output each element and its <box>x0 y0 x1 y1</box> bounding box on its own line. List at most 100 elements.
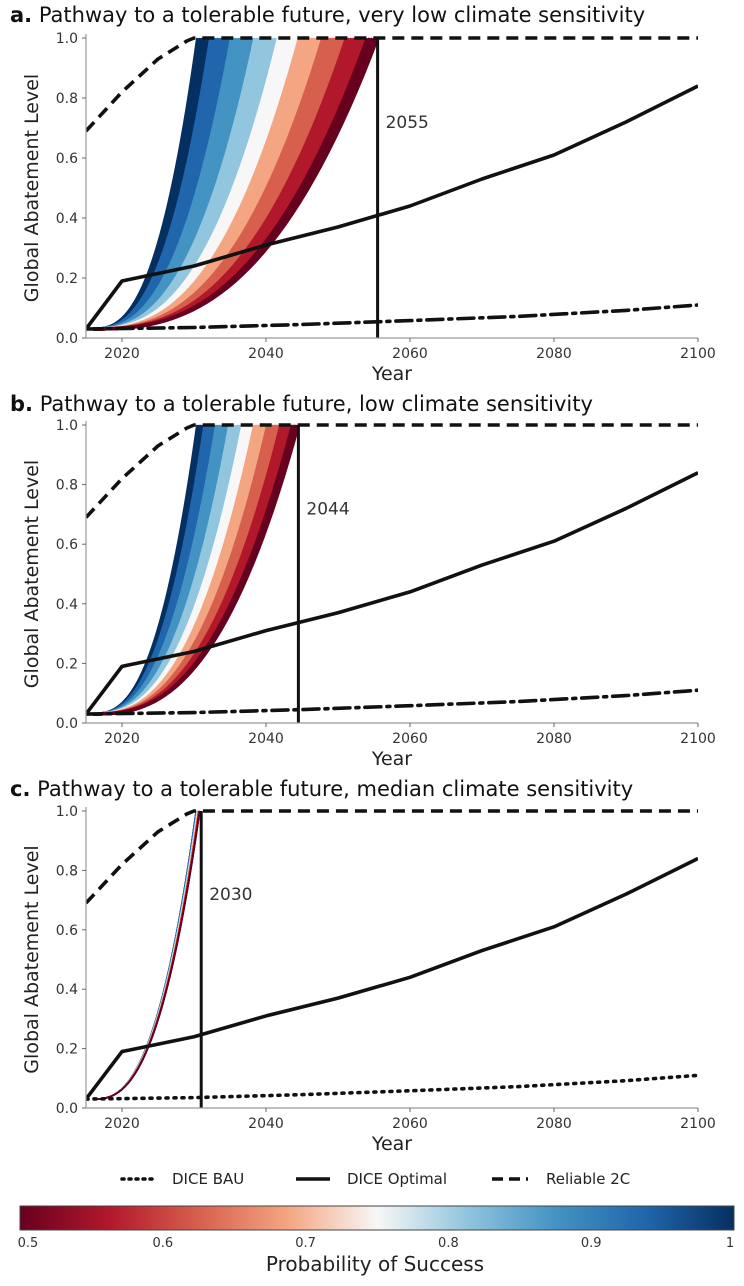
success-probability-curve <box>93 810 199 1100</box>
x-axis-label: Year <box>371 363 412 385</box>
success-probability-curve <box>93 810 199 1100</box>
success-probability-curve <box>93 810 200 1100</box>
x-axis-label: Year <box>371 1133 412 1155</box>
success-probability-curve <box>93 810 200 1100</box>
success-probability-curve <box>93 810 200 1100</box>
success-probability-curve <box>93 810 199 1100</box>
y-tick-label: 0.4 <box>56 597 78 613</box>
y-tick-label: 0.0 <box>56 331 78 347</box>
x-tick-label: 2080 <box>536 1116 572 1132</box>
colorbar-label: Probability of Success <box>266 1252 484 1276</box>
y-axis-label: Global Abatement Level <box>21 74 43 302</box>
success-probability-curve <box>93 810 200 1100</box>
x-tick-label: 2060 <box>392 346 428 362</box>
y-tick-label: 0.6 <box>56 537 78 553</box>
success-probability-curve <box>93 810 201 1100</box>
success-probability-curve <box>93 810 200 1100</box>
y-tick-label: 0.8 <box>56 863 78 879</box>
success-probability-curve <box>93 810 200 1100</box>
x-tick-label: 2100 <box>680 1116 716 1132</box>
success-probability-curve <box>93 810 200 1100</box>
success-probability-curve <box>93 810 200 1100</box>
plot-area <box>86 423 698 716</box>
series-line-solid <box>86 856 698 1101</box>
legend-label-reliable-2c: Reliable 2C <box>546 1170 630 1188</box>
success-probability-curve <box>93 810 200 1100</box>
success-probability-curve <box>93 810 199 1100</box>
x-tick-label: 2080 <box>536 346 572 362</box>
success-probability-curve <box>93 810 201 1100</box>
series-line-dotted <box>86 688 698 716</box>
y-tick-label: 0.8 <box>56 478 78 494</box>
target-year-label: 2030 <box>209 885 252 905</box>
x-tick-label: 2020 <box>104 731 140 747</box>
success-probability-curve <box>93 810 199 1100</box>
colorbar-tick-label: 1 <box>726 1236 734 1251</box>
success-probability-curve <box>93 810 199 1100</box>
x-tick-label: 2020 <box>104 1116 140 1132</box>
colorbar-tick-label: 0.9 <box>581 1236 602 1251</box>
success-probability-curve <box>93 810 199 1100</box>
success-probability-curve <box>93 810 201 1100</box>
x-tick-label: 2080 <box>536 731 572 747</box>
y-axis-label: Global Abatement Level <box>21 460 43 688</box>
success-probability-curve <box>93 810 200 1100</box>
y-tick-label: 0.2 <box>56 656 78 672</box>
legend: DICE BAU DICE Optimal Reliable 2C <box>120 1170 630 1188</box>
y-tick-label: 0.4 <box>56 211 78 227</box>
panel-title: a. Pathway to a tolerable future, very l… <box>10 3 645 27</box>
x-tick-label: 2100 <box>680 346 716 362</box>
y-tick-label: 0.4 <box>56 982 78 998</box>
panel-title-text: Pathway to a tolerable future, median cl… <box>30 777 633 801</box>
y-tick-label: 1.0 <box>56 31 78 47</box>
success-probability-curve <box>93 810 200 1100</box>
success-probability-curve <box>93 37 380 331</box>
y-tick-label: 0.0 <box>56 1101 78 1117</box>
x-tick-label: 2040 <box>248 346 284 362</box>
colorbar-tick-label: 0.6 <box>152 1236 173 1251</box>
colorbar-tick-label: 0.8 <box>438 1236 459 1251</box>
colorbar-tick-label: 0.5 <box>18 1236 39 1251</box>
panel-c: c. Pathway to a tolerable future, median… <box>10 777 716 1155</box>
success-probability-curve <box>93 810 200 1100</box>
panel-title: b. Pathway to a tolerable future, low cl… <box>10 392 593 416</box>
success-probability-curve <box>93 810 200 1100</box>
series-line-dashed <box>86 423 698 519</box>
success-probability-curve <box>93 810 201 1100</box>
plot-area <box>86 36 698 331</box>
panel-letter: b. <box>10 392 33 416</box>
panel-a: a. Pathway to a tolerable future, very l… <box>10 3 716 385</box>
success-probability-curve <box>93 810 201 1100</box>
success-probability-curve <box>93 810 199 1100</box>
colorbar-gradient <box>19 1205 735 1231</box>
y-tick-label: 1.0 <box>56 804 78 820</box>
success-probability-curve <box>93 810 200 1100</box>
y-tick-label: 0.8 <box>56 91 78 107</box>
y-axis-label: Global Abatement Level <box>21 845 43 1073</box>
series-line-dotted <box>86 303 698 331</box>
panel-title: c. Pathway to a tolerable future, median… <box>10 777 633 801</box>
x-tick-label: 2060 <box>392 731 428 747</box>
success-probability-curve <box>93 810 199 1100</box>
x-axis-label: Year <box>371 748 412 770</box>
panel-letter: a. <box>10 3 32 27</box>
success-probability-curve <box>93 810 200 1100</box>
success-probability-curve <box>93 810 200 1100</box>
y-tick-label: 0.6 <box>56 923 78 939</box>
success-probability-curve <box>93 810 201 1100</box>
x-tick-label: 2060 <box>392 1116 428 1132</box>
series-line-solid <box>86 84 698 331</box>
colorbar-ticks: 0.5 0.6 0.7 0.8 0.9 1 <box>18 1236 734 1251</box>
target-year-label: 2044 <box>306 499 349 519</box>
success-probability-curve <box>93 810 200 1100</box>
y-tick-label: 0.0 <box>56 716 78 732</box>
series-line-dashed <box>86 809 698 905</box>
y-tick-label: 0.6 <box>56 151 78 167</box>
success-probability-curve <box>93 810 199 1100</box>
x-tick-label: 2040 <box>248 731 284 747</box>
success-probability-curve <box>93 810 200 1100</box>
panel-letter: c. <box>10 777 30 801</box>
success-probability-curve <box>93 424 300 716</box>
legend-label-dice-bau: DICE BAU <box>172 1170 244 1188</box>
